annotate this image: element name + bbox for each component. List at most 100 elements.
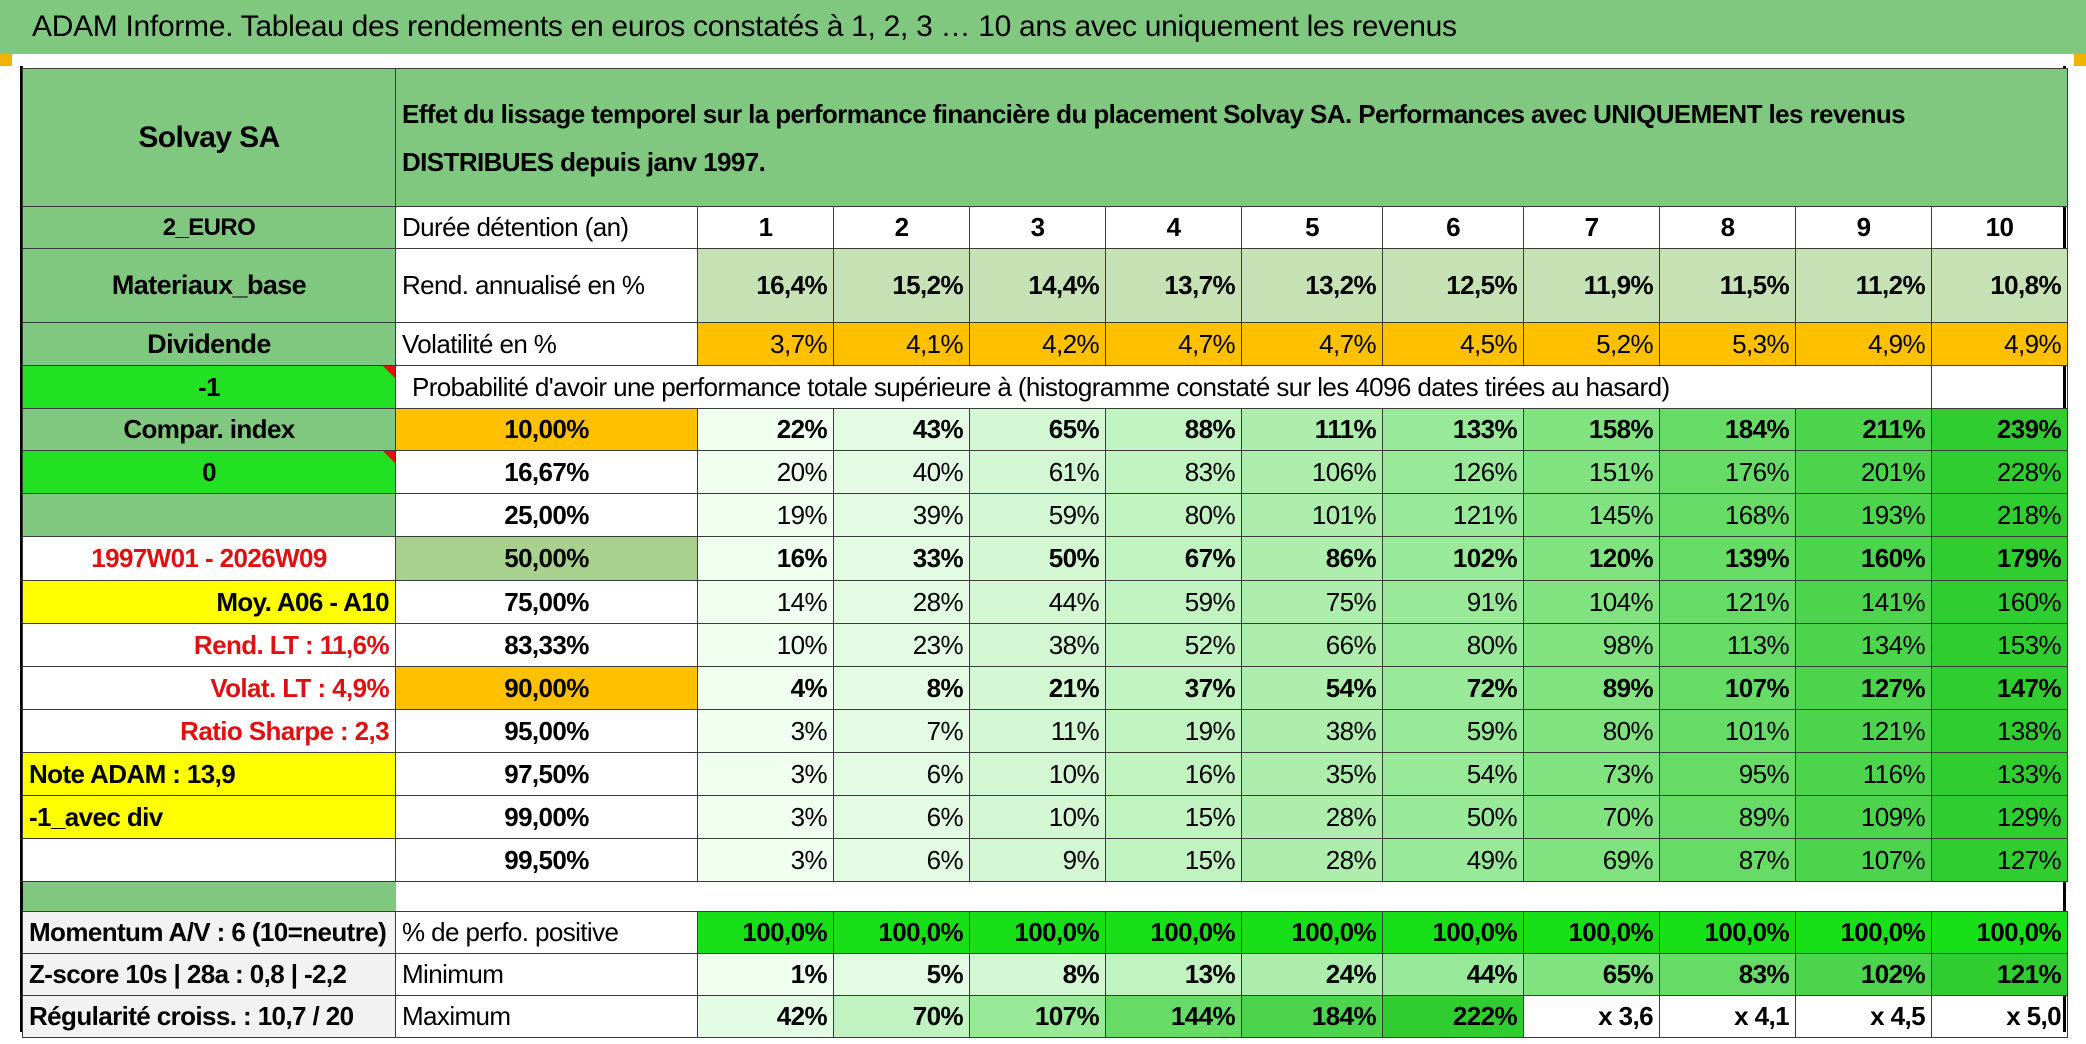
quantile-label: 10,00% [395,408,698,451]
rend-value: 12,5% [1382,248,1524,323]
pos-value: 100,0% [1930,911,2069,954]
year-header: 4 [1105,206,1242,249]
volat-lt-label: Volat. LT : 4,9% [22,666,396,710]
positive-row: Momentum A/V : 6 (10=neutre) % de perfo.… [22,911,2069,954]
quantile-value: 10% [697,623,834,667]
quantile-row: Rend. LT : 11,6% 83,33% 10% 23% 38% 52% … [22,623,2069,667]
quantile-value: 15% [1105,838,1242,882]
quantile-value: 160% [1795,536,1932,581]
quantile-value: 59% [1105,580,1242,624]
max-value: 42% [697,995,834,1038]
year-header: 2 [833,206,970,249]
quantile-value: 201% [1795,450,1932,494]
quantile-value: 158% [1523,408,1660,451]
quantile-row: Volat. LT : 4,9% 90,00% 4% 8% 21% 37% 54… [22,666,2069,710]
quantile-value: 101% [1659,709,1796,753]
year-header: 9 [1795,206,1932,249]
quantile-value: 127% [1930,838,2069,882]
quantile-value: 54% [1382,752,1524,796]
quantile-value: 44% [969,580,1106,624]
quantile-row: 0 16,67% 20% 40% 61% 83% 106% 126% 151% … [22,450,2069,494]
quantile-value: 70% [1523,795,1660,839]
quantile-label: 95,00% [395,709,698,753]
max-value: x 3,6 [1523,995,1660,1038]
quantile-value: 160% [1930,580,2069,624]
maximum-row: Régularité croiss. : 10,7 / 20 Maximum 4… [22,995,2069,1038]
quantile-label: 97,50% [395,752,698,796]
quantile-value: 89% [1523,666,1660,710]
quantile-value: 86% [1241,536,1383,581]
rend-value: 13,7% [1105,248,1242,323]
quantile-value: 88% [1105,408,1242,451]
rend-value: 11,2% [1795,248,1932,323]
quantile-value: 65% [969,408,1106,451]
quantile-value: 73% [1523,752,1660,796]
report-title: ADAM Informe. Tableau des rendements en … [0,0,2086,54]
quantile-value: 14% [697,580,834,624]
vol-value: 4,2% [969,322,1106,366]
quantile-row: 99,50% 3% 6% 9% 15% 28% 49% 69% 87% 107%… [22,838,2069,882]
spacer-row [22,881,2068,912]
vol-value: 4,1% [833,322,970,366]
zscore-label: Z-score 10s | 28a : 0,8 | -2,2 [22,953,396,996]
quantile-value: 72% [1382,666,1524,710]
quantile-value: 69% [1523,838,1660,882]
prob-label-row: -1 Probabilité d'avoir une performance t… [22,365,2069,409]
flag-cell: 0 [22,450,396,494]
quantile-value: 6% [833,795,970,839]
avec-div-label: -1_avec div [22,795,396,839]
quantile-value: 7% [833,709,970,753]
quantile-value: 109% [1795,795,1932,839]
quantile-label: 25,00% [395,493,698,537]
rend-value: 16,4% [697,248,834,323]
note-label: Note ADAM : 13,9 [22,752,396,796]
quantile-value: 19% [1105,709,1242,753]
min-value: 65% [1523,953,1660,996]
quantile-row-median: 1997W01 - 2026W09 50,00% 16% 33% 50% 67%… [22,536,2069,581]
vol-value: 3,7% [697,322,834,366]
quantile-value: 228% [1930,450,2069,494]
vol-value: 5,2% [1523,322,1660,366]
pos-value: 100,0% [1659,911,1796,954]
quantile-value: 91% [1382,580,1524,624]
rend-value: 11,5% [1659,248,1796,323]
max-value: 222% [1382,995,1524,1038]
quantile-value: 239% [1930,408,2069,451]
min-value: 8% [969,953,1106,996]
quantile-value: 116% [1795,752,1932,796]
pos-value: 100,0% [1105,911,1242,954]
type-label: Dividende [22,322,396,366]
quantile-value: 52% [1105,623,1242,667]
quantile-value: 184% [1659,408,1796,451]
pos-value: 100,0% [1241,911,1383,954]
pos-value: 100,0% [833,911,970,954]
vol-value: 5,3% [1659,322,1796,366]
vol-label: Volatilité en % [395,322,698,366]
quantile-value: 111% [1241,408,1383,451]
quantile-value: 10% [969,752,1106,796]
empty-cell [1795,365,1932,409]
rend-value: 10,8% [1930,248,2069,323]
quantile-value: 133% [1930,752,2069,796]
rend-value: 11,9% [1523,248,1660,323]
quantile-value: 133% [1382,408,1524,451]
quantile-value: 193% [1795,493,1932,537]
quantile-label: 75,00% [395,580,698,624]
quantile-value: 120% [1523,536,1660,581]
quantile-value: 3% [697,795,834,839]
quantile-value: 40% [833,450,970,494]
pos-value: 100,0% [697,911,834,954]
quantile-value: 102% [1382,536,1524,581]
vol-value: 4,7% [1105,322,1242,366]
min-value: 24% [1241,953,1383,996]
rend-label: Rend. annualisé en % [395,248,698,323]
year-header: 3 [969,206,1106,249]
period-label: 1997W01 - 2026W09 [22,536,396,581]
currency-label: 2_EURO [22,206,396,249]
year-header: 5 [1241,206,1383,249]
quantile-row: Compar. index 10,00% 22% 43% 65% 88% 111… [22,408,2069,451]
quantile-value: 153% [1930,623,2069,667]
quantile-value: 35% [1241,752,1383,796]
min-value: 83% [1659,953,1796,996]
quantile-value: 80% [1105,493,1242,537]
